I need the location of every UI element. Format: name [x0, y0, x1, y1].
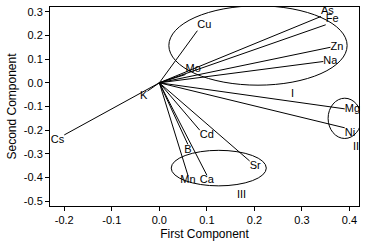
- svg-text:Cs: Cs: [51, 133, 65, 145]
- svg-text:Mn: Mn: [180, 173, 195, 185]
- svg-text:Cu: Cu: [197, 18, 211, 30]
- svg-text:0.0: 0.0: [152, 214, 167, 226]
- svg-text:Mo: Mo: [185, 62, 200, 74]
- svg-text:0.0: 0.0: [28, 77, 43, 89]
- svg-text:I: I: [291, 87, 294, 99]
- svg-text:0.1: 0.1: [28, 53, 43, 65]
- svg-text:0.2: 0.2: [28, 29, 43, 41]
- svg-text:Cd: Cd: [200, 128, 214, 140]
- svg-text:Ni: Ni: [345, 126, 355, 138]
- svg-text:0.4: 0.4: [342, 214, 357, 226]
- svg-text:0.1: 0.1: [199, 214, 214, 226]
- svg-text:-0.3: -0.3: [24, 148, 43, 160]
- svg-text:K: K: [140, 89, 148, 101]
- svg-text:First Component: First Component: [160, 227, 249, 241]
- svg-text:Na: Na: [323, 54, 338, 66]
- svg-text:0.2: 0.2: [247, 214, 262, 226]
- svg-text:0.3: 0.3: [294, 214, 309, 226]
- svg-text:Fe: Fe: [326, 12, 339, 24]
- svg-text:B: B: [184, 143, 191, 155]
- svg-text:0.3: 0.3: [28, 6, 43, 18]
- svg-text:II: II: [353, 140, 359, 152]
- svg-text:Zn: Zn: [330, 40, 343, 52]
- svg-text:Second Component: Second Component: [5, 53, 19, 160]
- svg-text:III: III: [237, 188, 246, 200]
- svg-text:Sr: Sr: [250, 159, 261, 171]
- svg-text:As: As: [321, 4, 334, 16]
- svg-text:Ca: Ca: [200, 173, 215, 185]
- svg-text:Mg: Mg: [345, 102, 360, 114]
- svg-text:-0.1: -0.1: [102, 214, 121, 226]
- svg-text:-0.2: -0.2: [55, 214, 74, 226]
- svg-text:-0.5: -0.5: [24, 195, 43, 207]
- svg-text:-0.4: -0.4: [24, 171, 43, 183]
- svg-text:-0.1: -0.1: [24, 100, 43, 112]
- svg-text:-0.2: -0.2: [24, 124, 43, 136]
